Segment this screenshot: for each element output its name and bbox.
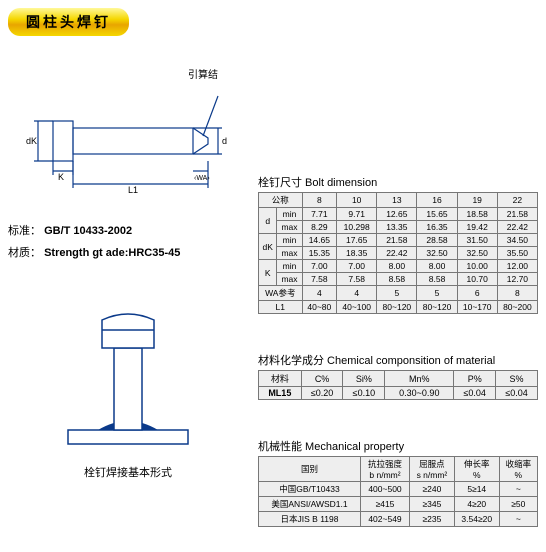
label-K: K xyxy=(58,172,64,182)
weld-diagram-caption: 栓钉焊接基本形式 xyxy=(8,464,248,480)
bolt-dimension-table: 公称81013161922dmin7.719.7112.6515.6518.58… xyxy=(258,192,538,314)
label-L1: L1 xyxy=(128,185,138,195)
label-WA: ‹WA› xyxy=(194,175,210,182)
mech-table-title: 机械性能 Mechanical property xyxy=(258,438,538,454)
bolt-table-title: 栓钉尺寸 Bolt dimension xyxy=(258,174,538,190)
label-dK: dK xyxy=(26,136,37,146)
page-title: 圆柱头焊钉 xyxy=(8,8,129,36)
label-d: d xyxy=(222,136,227,146)
chemical-table: 材料C%Si%Mn%P%S%ML15≤0.20≤0.100.30~0.90≤0.… xyxy=(258,370,538,400)
spec-standard: 标准： GB/T 10433-2002 xyxy=(8,222,248,238)
weld-form-diagram xyxy=(8,300,248,460)
bolt-dimension-diagram: 引算结 xyxy=(8,66,248,216)
mechanical-table: 国别抗拉强度 b n/mm²屈服点 s n/mm²伸长率 %收缩率 %中国GB/… xyxy=(258,456,538,527)
spec-material: 材质： Strength gt ade:HRC35-45 xyxy=(8,244,248,260)
chem-table-title: 材料化学成分 Chemical componsition of material xyxy=(258,352,538,368)
diagram-top-label: 引算结 xyxy=(188,66,218,81)
